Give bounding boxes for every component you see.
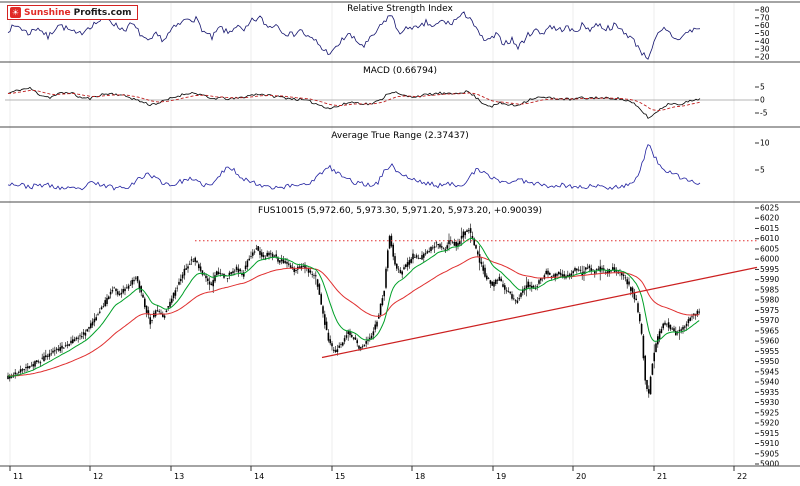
svg-text:5910: 5910 (760, 439, 779, 448)
svg-text:6005: 6005 (760, 244, 779, 253)
svg-text:5990: 5990 (760, 275, 779, 284)
svg-text:40: 40 (760, 37, 770, 46)
svg-text:5930: 5930 (760, 398, 779, 407)
svg-text:18: 18 (415, 472, 425, 481)
svg-text:5970: 5970 (760, 316, 779, 325)
svg-text:5985: 5985 (760, 285, 779, 294)
svg-text:12: 12 (93, 472, 103, 481)
svg-text:20: 20 (760, 53, 770, 62)
macd-series (7, 86, 701, 119)
svg-text:5: 5 (760, 83, 765, 92)
svg-text:13: 13 (174, 472, 184, 481)
y-axis: 8070605040302050-51056025602060156010600… (755, 6, 779, 469)
svg-text:70: 70 (760, 13, 770, 22)
svg-text:6015: 6015 (760, 224, 779, 233)
svg-text:5925: 5925 (760, 408, 779, 417)
svg-text:5915: 5915 (760, 429, 779, 438)
svg-text:80: 80 (760, 6, 770, 15)
svg-text:5980: 5980 (760, 296, 779, 305)
svg-text:5935: 5935 (760, 388, 779, 397)
svg-text:5975: 5975 (760, 306, 779, 315)
svg-text:10: 10 (760, 139, 770, 148)
svg-text:5905: 5905 (760, 449, 779, 458)
svg-text:60: 60 (760, 21, 770, 30)
panel-frames (0, 1, 800, 467)
svg-text:5950: 5950 (760, 357, 779, 366)
svg-text:19: 19 (496, 472, 506, 481)
price-series (7, 223, 758, 398)
svg-text:20: 20 (576, 472, 586, 481)
svg-text:22: 22 (737, 472, 747, 481)
atr-series (7, 144, 701, 191)
sun-icon: ☀ (10, 7, 21, 18)
x-axis: 11 12 13 14 15 18 19 20 21 22 (9, 466, 747, 481)
svg-text:30: 30 (760, 45, 770, 54)
svg-text:6020: 6020 (760, 214, 779, 223)
svg-text:15: 15 (335, 472, 345, 481)
rsi-series (7, 11, 701, 60)
svg-text:5900: 5900 (760, 460, 779, 469)
svg-text:6000: 6000 (760, 255, 779, 264)
svg-text:5940: 5940 (760, 378, 779, 387)
svg-text:50: 50 (760, 29, 770, 38)
logo-text-sunshine: Sunshine (24, 7, 71, 18)
svg-text:21: 21 (657, 472, 667, 481)
svg-text:14: 14 (254, 472, 264, 481)
svg-text:5: 5 (760, 166, 765, 175)
logo-text-profits: Profits.com (73, 7, 132, 18)
svg-text:0: 0 (760, 96, 765, 105)
svg-text:6025: 6025 (760, 204, 779, 213)
svg-text:5960: 5960 (760, 337, 779, 346)
svg-text:5955: 5955 (760, 347, 779, 356)
svg-text:5965: 5965 (760, 326, 779, 335)
svg-text:-5: -5 (760, 109, 768, 118)
svg-text:5995: 5995 (760, 265, 779, 274)
gridlines (5, 3, 757, 466)
svg-text:5945: 5945 (760, 367, 779, 376)
sunshine-profits-logo[interactable]: ☀ Sunshine Profits.com (7, 5, 138, 20)
svg-text:6010: 6010 (760, 234, 779, 243)
svg-text:5920: 5920 (760, 419, 779, 428)
svg-text:11: 11 (13, 472, 23, 481)
